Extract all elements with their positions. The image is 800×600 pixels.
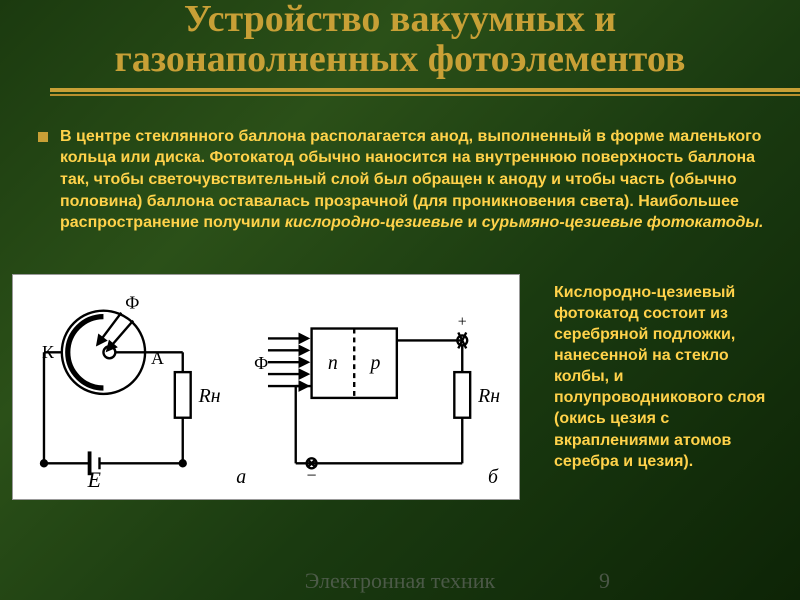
para1-ital2: сурьмяно-цезиевые фотокатоды.: [482, 214, 764, 231]
svg-text:Rн: Rн: [198, 385, 221, 407]
para1-ital1: кислородно-цезиевые: [285, 214, 463, 231]
svg-text:Ф: Ф: [254, 353, 268, 373]
bullet-icon: [38, 132, 48, 142]
svg-text:n: n: [328, 352, 338, 374]
svg-text:−: −: [307, 465, 317, 485]
paragraph-side: Кислородно-цезиевый фотокатод состоит из…: [554, 282, 770, 472]
svg-text:E: E: [87, 468, 101, 492]
footer-text: Электронная техник: [305, 568, 496, 593]
svg-text:p: p: [369, 352, 381, 374]
svg-text:а: а: [236, 466, 246, 488]
para1-mid: и: [463, 214, 482, 231]
slide-title: Устройство вакуумных и газонаполненных ф…: [50, 0, 750, 80]
footer: Электронная техник 9: [0, 568, 800, 594]
slide: Устройство вакуумных и газонаполненных ф…: [0, 0, 800, 600]
svg-text:Ф: Ф: [125, 292, 139, 312]
circuit-diagram: ФКАRнEаnpФ+−Rнб: [12, 274, 520, 500]
body-area: В центре стеклянного баллона располагает…: [60, 126, 770, 234]
paragraph-main: В центре стеклянного баллона располагает…: [60, 126, 770, 234]
svg-text:б: б: [488, 466, 499, 488]
svg-text:+: +: [458, 313, 467, 330]
title-underline: [50, 88, 800, 96]
page-number: 9: [599, 568, 610, 594]
svg-text:Rн: Rн: [477, 385, 500, 407]
row-diagram-and-text: ФКАRнEаnpФ+−Rнб Кислородно-цезиевый фото…: [12, 274, 770, 500]
